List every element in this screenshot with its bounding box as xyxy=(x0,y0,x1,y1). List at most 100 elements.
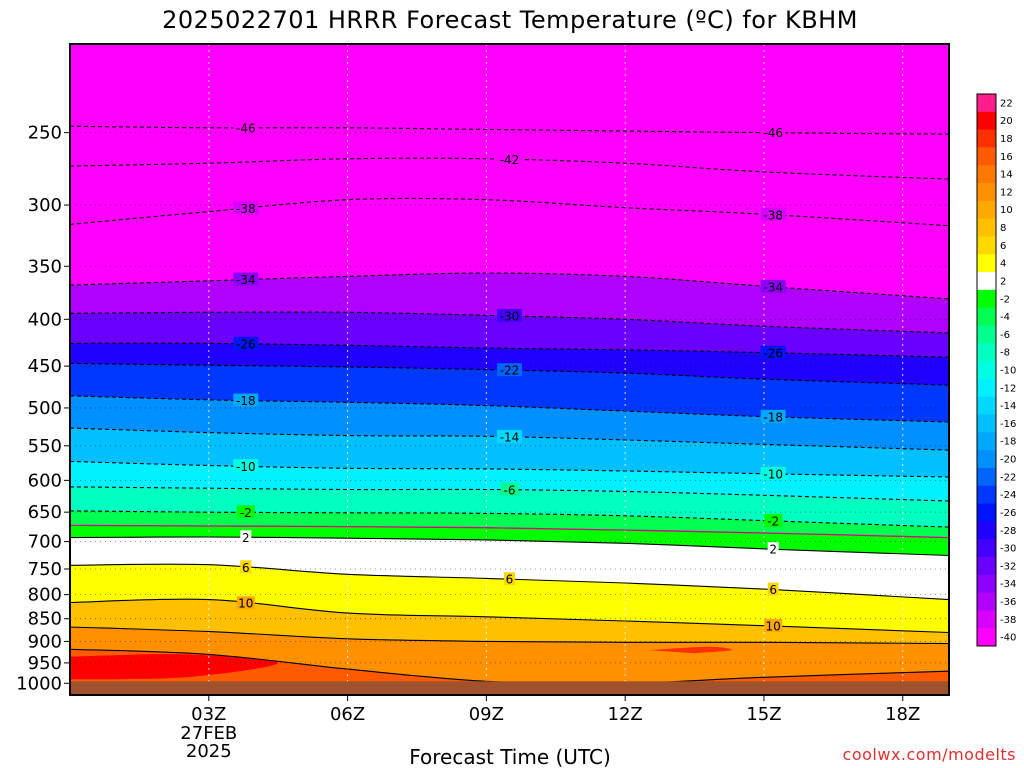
colorbar-swatch xyxy=(977,111,996,131)
contour-label: -14 xyxy=(500,430,520,444)
y-tick-label: 750 xyxy=(28,559,62,580)
plot-clip-group: -46 -46-42-38 -38-34-34-30-26-26-22-18-18-… xyxy=(70,44,949,695)
contour-label: 10 xyxy=(766,620,781,634)
contour-label: -26 xyxy=(763,346,783,360)
x-axis-title: Forecast Time (UTC) xyxy=(409,745,611,768)
isotherm-line xyxy=(70,427,949,451)
contour-label-bg xyxy=(760,409,786,423)
warm-pocket xyxy=(70,654,279,680)
colorbar-swatch xyxy=(977,94,996,113)
y-tick-label: 650 xyxy=(28,502,62,523)
contour-label-bg xyxy=(233,272,259,286)
contour-label-bg xyxy=(764,513,783,527)
colorbar-swatch xyxy=(977,432,996,451)
contour-label: -2 xyxy=(240,506,252,520)
colorbar-swatch xyxy=(977,414,996,433)
colorbar-swatch xyxy=(977,307,996,326)
x-tick-label: 03Z xyxy=(191,704,226,725)
colorbar-swatch xyxy=(977,218,996,237)
contour-label: -46 xyxy=(763,126,783,140)
colorbar-label: -8 xyxy=(1000,348,1010,359)
contour-label-bg xyxy=(764,619,783,633)
isotherm-line xyxy=(70,362,949,386)
colorbar-label: 8 xyxy=(1000,223,1006,234)
x-tick-label: 18Z xyxy=(885,704,920,725)
colorbar-label: -18 xyxy=(1000,437,1016,448)
contour-label: -34 xyxy=(236,273,256,287)
contour-label-bg xyxy=(240,530,252,544)
colorbar-swatch xyxy=(977,129,996,148)
colorbar-label: -14 xyxy=(1000,401,1016,412)
isotherm-line xyxy=(70,157,949,180)
colorbar-swatch xyxy=(977,521,996,540)
colorbar-label: 6 xyxy=(1000,241,1006,252)
colorbar-label: 14 xyxy=(1000,170,1013,181)
colorbar-label: -4 xyxy=(1000,312,1010,323)
colorbar-label: 12 xyxy=(1000,187,1013,198)
contour-label: -46 xyxy=(236,121,256,135)
colorbar-label: -36 xyxy=(1000,597,1016,608)
colorbar-swatch xyxy=(977,628,996,647)
x-tick-label: 06Z xyxy=(330,704,365,725)
contour-label: 2 xyxy=(769,543,777,557)
colorbar-swatch xyxy=(977,610,996,629)
y-tick-label: 700 xyxy=(28,532,62,553)
colorbar-label: -2 xyxy=(1000,294,1010,305)
plot-area: -46 -46-42-38 -38-34-34-30-26-26-22-18-18-… xyxy=(69,43,950,696)
contour-label: -26 xyxy=(236,337,256,351)
contour-label: -10 xyxy=(236,460,256,474)
colorbar-label: -26 xyxy=(1000,508,1016,519)
y-tick-label: 1000 xyxy=(16,673,62,694)
contour-label-bg xyxy=(497,363,522,377)
axes: 2503003504004505005506006507007508008509… xyxy=(16,123,920,762)
y-tick-label: 500 xyxy=(28,398,62,419)
warm-pocket xyxy=(648,646,732,654)
contour-label-bg xyxy=(240,560,252,574)
credit-text: coolwx.com/modelts xyxy=(843,745,1016,764)
colorbar-swatch xyxy=(977,254,996,273)
colorbar-swatch xyxy=(977,574,996,594)
colorbar-swatch xyxy=(977,183,996,202)
colorbar-label: 10 xyxy=(1000,205,1013,216)
chart-title: 2025022701 HRRR Forecast Temperature (ºC… xyxy=(162,6,858,34)
y-tick-label: 550 xyxy=(28,436,62,457)
x-tick-label: 09Z xyxy=(469,704,504,725)
y-tick-label: 400 xyxy=(28,309,62,330)
colorbar-frame xyxy=(976,93,997,647)
contour-label: -38 xyxy=(763,208,783,222)
colorbar-label: -32 xyxy=(1000,561,1016,572)
contour-label-bg xyxy=(497,429,522,443)
colorbar-label: 18 xyxy=(1000,134,1013,145)
colorbar: 22 20 18 16 14 12 10 8 6 4 2 -2 -4 -6 -8 -10 -12 -14 -16 -1… xyxy=(976,93,1016,647)
contour-label-bg xyxy=(500,482,519,496)
y-tick-label: 600 xyxy=(28,470,62,491)
y-tick-label: 450 xyxy=(28,356,62,377)
contour-label: 10 xyxy=(238,597,253,611)
isotherm-line xyxy=(70,626,949,645)
colorbar-label: -24 xyxy=(1000,490,1016,501)
contour-label: 2 xyxy=(242,531,250,545)
contour-label: 6 xyxy=(506,573,514,587)
colorbar-swatch xyxy=(977,539,996,558)
y-tick-label: 900 xyxy=(28,631,62,652)
colorbar-swatch xyxy=(977,236,996,255)
colorbar-swatch xyxy=(977,272,996,291)
colorbar-label: -12 xyxy=(1000,383,1016,394)
contour-label-bg xyxy=(236,596,255,610)
y-tick-label: 850 xyxy=(28,609,62,630)
contour-label-bg xyxy=(767,542,779,556)
colorbar-label: -40 xyxy=(1000,633,1016,644)
y-tick-label: 250 xyxy=(28,123,62,144)
x-tick-label: 15Z xyxy=(746,704,781,725)
contour-label: 6 xyxy=(242,561,250,575)
colorbar-swatch xyxy=(977,325,996,344)
contour-label: -42 xyxy=(500,153,520,167)
contour-label: -30 xyxy=(500,309,520,323)
contour-label: -18 xyxy=(236,394,256,408)
contour-label-bg xyxy=(760,207,786,221)
colorbar-swatch xyxy=(977,503,996,522)
colorbar-label: -16 xyxy=(1000,419,1016,430)
contour-label-bg xyxy=(767,582,779,596)
isotherm-line xyxy=(70,524,949,539)
contour-label-bg xyxy=(233,201,259,215)
